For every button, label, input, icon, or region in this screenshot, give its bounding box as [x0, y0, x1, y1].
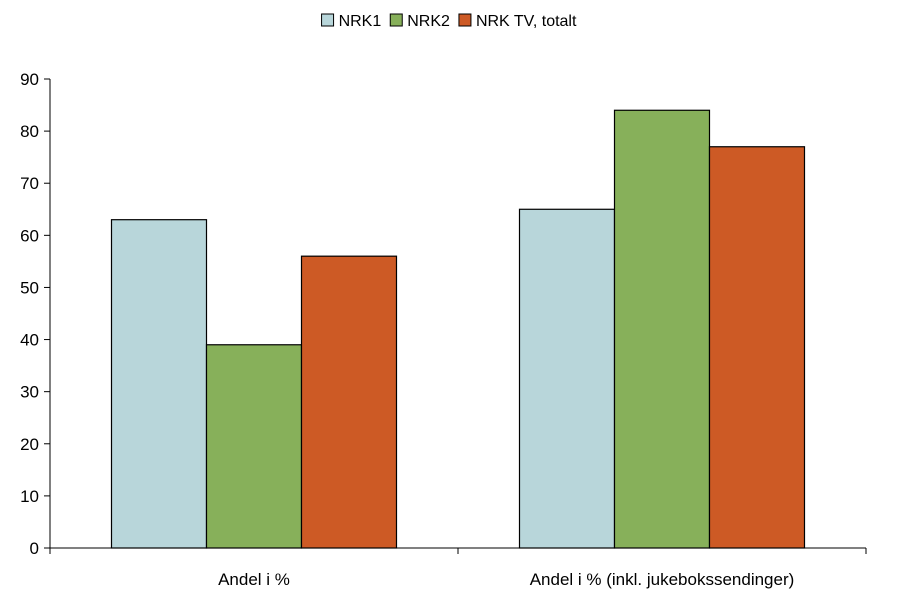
- y-tick-label: 80: [20, 122, 39, 141]
- y-tick-label: 0: [30, 539, 39, 558]
- y-tick-label: 60: [20, 226, 39, 245]
- bar-nrk2: [613, 109, 711, 549]
- bar-nrk-tv-totalt: [708, 146, 806, 549]
- bars: [110, 109, 806, 549]
- x-category-label: Andel i %: [218, 570, 290, 589]
- legend-swatch: [389, 13, 403, 27]
- y-tick-label: 70: [20, 174, 39, 193]
- y-tick-label: 30: [20, 383, 39, 402]
- legend-label: NRK TV, totalt: [476, 13, 577, 30]
- x-axis: Andel i % Andel i % (inkl. jukebokssendin…: [49, 547, 867, 589]
- bar-nrk-tv-totalt: [300, 255, 398, 549]
- x-category-label: Andel i % (inkl. jukebokssendinger): [530, 570, 795, 589]
- y-tick-label: 10: [20, 487, 39, 506]
- y-tick-label: 50: [20, 278, 39, 297]
- y-tick-label: 40: [20, 331, 39, 350]
- bar-nrk1: [518, 208, 616, 549]
- legend-label: NRK2: [407, 13, 450, 30]
- legend-swatch: [458, 13, 472, 27]
- legend-label: NRK1: [339, 13, 382, 30]
- y-tick-label: 20: [20, 435, 39, 454]
- legend: NRK1 NRK2 NRK TV, totalt: [321, 13, 577, 30]
- y-axis: 0 10 20 30 40 50 60 70 80 90: [20, 70, 51, 558]
- bar-nrk2: [205, 344, 303, 549]
- y-tick-label: 90: [20, 70, 39, 89]
- legend-swatch: [321, 13, 335, 27]
- bar-nrk1: [110, 219, 208, 549]
